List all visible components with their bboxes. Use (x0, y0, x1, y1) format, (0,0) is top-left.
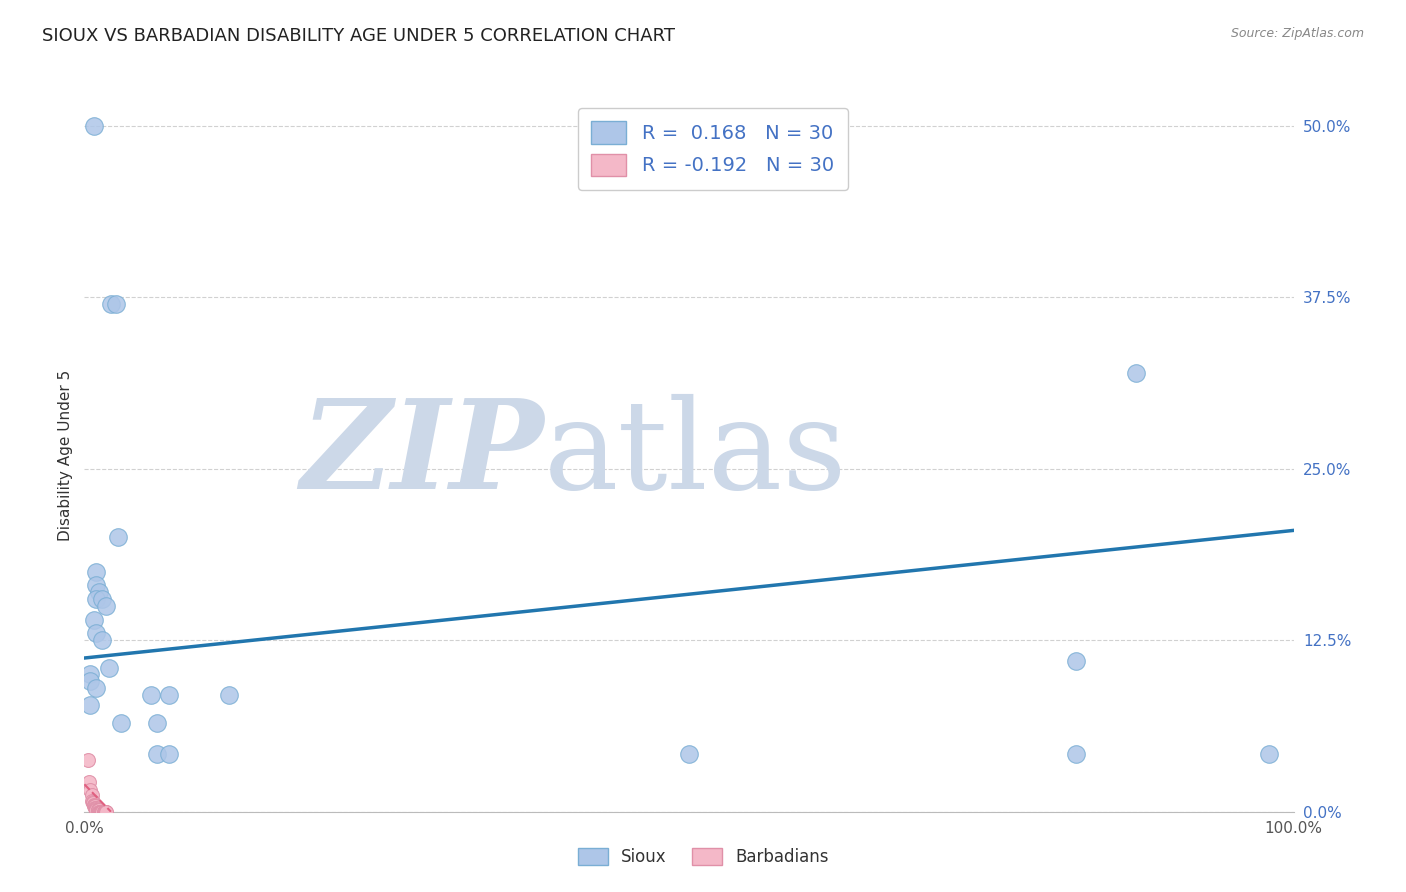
Point (82, 797, 104, 811)
Text: ZIP: ZIP (299, 394, 544, 516)
Point (94, 805, 117, 819)
Point (97, 660, 120, 674)
Point (86, 800, 108, 814)
Point (1258, 747, 1281, 761)
Point (157, 747, 180, 761)
Legend: R =  0.168   N = 30, R = -0.192   N = 30: R = 0.168 N = 30, R = -0.192 N = 30 (578, 108, 848, 190)
Point (91, 592, 114, 607)
Point (94, 805, 117, 819)
Point (77, 774, 100, 789)
Point (90, 805, 112, 819)
Point (86, 578, 108, 592)
Point (86, 681, 108, 696)
Point (678, 747, 700, 761)
Point (83, 119, 105, 133)
Point (104, 297, 127, 311)
Y-axis label: Disability Age Under 5: Disability Age Under 5 (58, 369, 73, 541)
Point (83, 613, 105, 627)
Point (107, 530, 129, 544)
Point (86, 803, 108, 817)
Point (94, 805, 117, 819)
Point (93, 805, 115, 819)
Point (79, 782, 101, 797)
Point (94, 805, 117, 819)
Point (86, 565, 108, 579)
Point (91, 805, 114, 819)
Point (86, 626, 108, 640)
Point (87, 803, 110, 817)
Point (83, 797, 105, 812)
Point (1064, 747, 1087, 761)
Point (1125, 366, 1147, 380)
Text: atlas: atlas (544, 394, 848, 516)
Point (89, 805, 111, 819)
Text: SIOUX VS BARBADIAN DISABILITY AGE UNDER 5 CORRELATION CHART: SIOUX VS BARBADIAN DISABILITY AGE UNDER … (42, 27, 675, 45)
Point (80, 794, 103, 808)
Point (84, 799, 107, 814)
Point (100, 297, 122, 311)
Point (89, 805, 111, 819)
Point (93, 805, 115, 819)
Point (146, 715, 169, 730)
Point (86, 803, 108, 817)
Point (91, 633, 114, 648)
Point (79, 674, 101, 689)
Point (110, 715, 132, 730)
Legend: Sioux, Barbadians: Sioux, Barbadians (569, 840, 837, 875)
Point (77, 753, 100, 767)
Point (82, 795, 104, 809)
Point (87, 585, 110, 599)
Point (87, 805, 110, 819)
Point (218, 688, 240, 702)
Text: Source: ZipAtlas.com: Source: ZipAtlas.com (1230, 27, 1364, 40)
Point (80, 789, 103, 803)
Point (90, 805, 112, 819)
Point (84, 800, 107, 814)
Point (79, 698, 101, 712)
Point (146, 747, 169, 761)
Point (94, 599, 117, 613)
Point (83, 799, 105, 814)
Point (79, 667, 101, 681)
Point (1064, 654, 1087, 668)
Point (86, 802, 108, 816)
Point (86, 592, 108, 607)
Point (157, 688, 180, 702)
Point (91, 805, 114, 819)
Point (86, 803, 108, 817)
Point (139, 688, 162, 702)
